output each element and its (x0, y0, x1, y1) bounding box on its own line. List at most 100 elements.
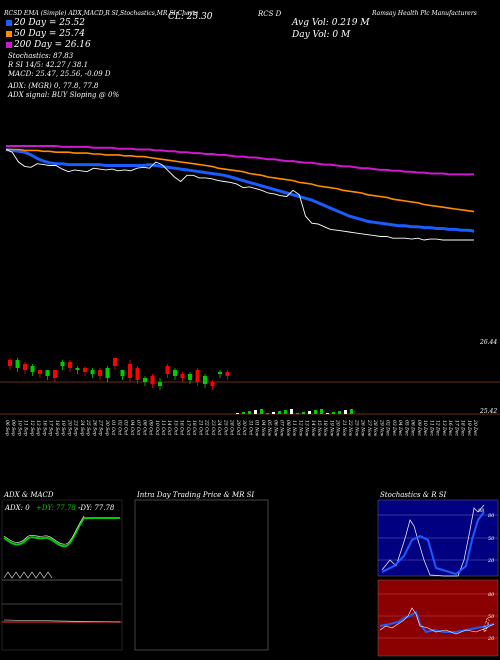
stoch-panel-title: Stochastics & R SI (380, 491, 447, 499)
stoch-tick-20: 20 (487, 558, 495, 564)
stoch-k-line (381, 504, 485, 577)
date-label: 26 Sep (91, 419, 97, 436)
day-volume: Day Vol: 0 M (292, 30, 351, 40)
volume-bar (236, 413, 239, 414)
adx-line (3, 571, 53, 579)
volume-bar (332, 412, 335, 414)
date-label: 06 Sep (4, 420, 10, 436)
date-label: 02 Oct (116, 420, 122, 435)
candle-body (143, 378, 147, 382)
date-label: 08 Oct (141, 420, 147, 435)
date-label: 25 Oct (222, 419, 228, 435)
candle-body (135, 368, 140, 380)
candle-body (68, 362, 72, 368)
candle-body (38, 370, 42, 374)
price-axis-bottom: 25.42 (480, 408, 498, 415)
adx-label: ADX: (MGR) 0, 77.8, 77.8 (8, 82, 99, 90)
candle-body (120, 370, 125, 376)
candle-body (30, 366, 35, 372)
date-label: 11 Nov (291, 420, 297, 437)
date-label: 05 Dec (403, 420, 409, 436)
stoch-d-line (381, 511, 485, 576)
date-label: 18 Dec (460, 420, 466, 436)
date-label: 29 Oct (235, 419, 241, 435)
candle-body (8, 360, 12, 366)
ma20-swatch (6, 20, 12, 26)
rsi-line (379, 610, 495, 634)
date-label: 05 Nov (266, 420, 272, 437)
macd-line (3, 619, 121, 623)
candle-body (60, 362, 65, 366)
date-label: 14 Oct (166, 420, 172, 435)
adx-pdy-line (3, 517, 120, 548)
date-label: 18 Oct (191, 420, 197, 435)
volume-bar (326, 413, 329, 414)
candle-body (15, 360, 20, 368)
date-label: 08 Nov (285, 420, 291, 437)
date-label: 27 Sep (98, 419, 104, 436)
date-label: 06 Nov (272, 420, 278, 437)
rsi-label: R SI 14/5: 42.27 / 38.1 (8, 61, 89, 69)
date-label: 09 Sep (10, 420, 16, 436)
date-label: 11 Sep (23, 420, 29, 436)
stochastics-label: Stochastics: 87.83 (8, 52, 74, 60)
date-label: 20 Nov (335, 419, 341, 437)
date-label: 14 Nov (310, 420, 316, 437)
date-label: 30 Oct (241, 420, 247, 435)
intraday-panel-title: Intra Day Trading Price & MR SI (137, 491, 255, 499)
candle-body (45, 370, 50, 376)
date-label: 04 Dec (397, 420, 403, 436)
date-label: 23 Sep (73, 419, 79, 436)
date-label: 17 Sep (48, 420, 54, 436)
volume-bar (278, 411, 281, 414)
candle-body (165, 366, 170, 374)
date-label: 06 Dec (410, 420, 416, 436)
date-label: 10 Sep (16, 420, 22, 436)
ma20-label: 20 Day = 25.52 (14, 18, 86, 28)
volume-bar (314, 410, 317, 414)
series-line-1 (6, 148, 475, 213)
stoch-tick-50: 50 (488, 536, 495, 542)
adx-legend-mdy: -DY: 77.78 (78, 504, 115, 512)
date-label: 07 Oct (135, 420, 141, 435)
volume-bar (266, 413, 269, 414)
candle-body (98, 370, 102, 376)
macd-label: MACD: 25.47, 25.56, -0.09 D (8, 70, 111, 78)
close-price-line (5, 149, 474, 241)
candle-body (210, 382, 215, 386)
volume-bar (242, 412, 245, 414)
chart-title: RCSD EMA (Simple) ADX,MACD,R SI,Stochast… (4, 10, 199, 17)
date-label: 15 Nov (316, 420, 322, 437)
rsi-tick-20: 20 (487, 636, 495, 642)
candle-body (180, 374, 185, 378)
date-label: 31 Oct (247, 420, 253, 435)
date-label: 11 Dec (428, 420, 434, 436)
candle-body (203, 376, 207, 384)
candle-body (188, 374, 192, 380)
volume-bar (302, 412, 305, 414)
mrsi-line (379, 607, 495, 635)
price-axis-top: 26.44 (480, 339, 498, 346)
date-label: 17 Oct (185, 420, 191, 435)
date-label: 22 Nov (347, 419, 353, 437)
close-price: CL: 25.30 (168, 12, 213, 22)
date-label: 03 Oct (123, 420, 129, 435)
ma50-label: 50 Day = 25.74 (14, 29, 86, 39)
date-label: 12 Nov (297, 420, 303, 437)
date-label: 13 Sep (35, 420, 41, 436)
date-label: 25 Sep (85, 419, 91, 436)
date-label: 21 Oct (197, 419, 203, 435)
avg-volume: Avg Vol: 0.219 M (292, 18, 370, 28)
date-label: 04 Oct (129, 420, 135, 435)
candle-body (158, 382, 162, 386)
date-label: 15 Oct (172, 420, 178, 435)
adx-panel (1, 499, 123, 651)
volume-bar (290, 409, 293, 414)
volume-bar (338, 411, 341, 414)
volume-bar (344, 410, 347, 414)
price-chart (0, 145, 500, 415)
date-label: 11 Oct (160, 420, 166, 435)
stoch-tick-80: 80 (488, 513, 495, 519)
candle-body (105, 368, 110, 378)
